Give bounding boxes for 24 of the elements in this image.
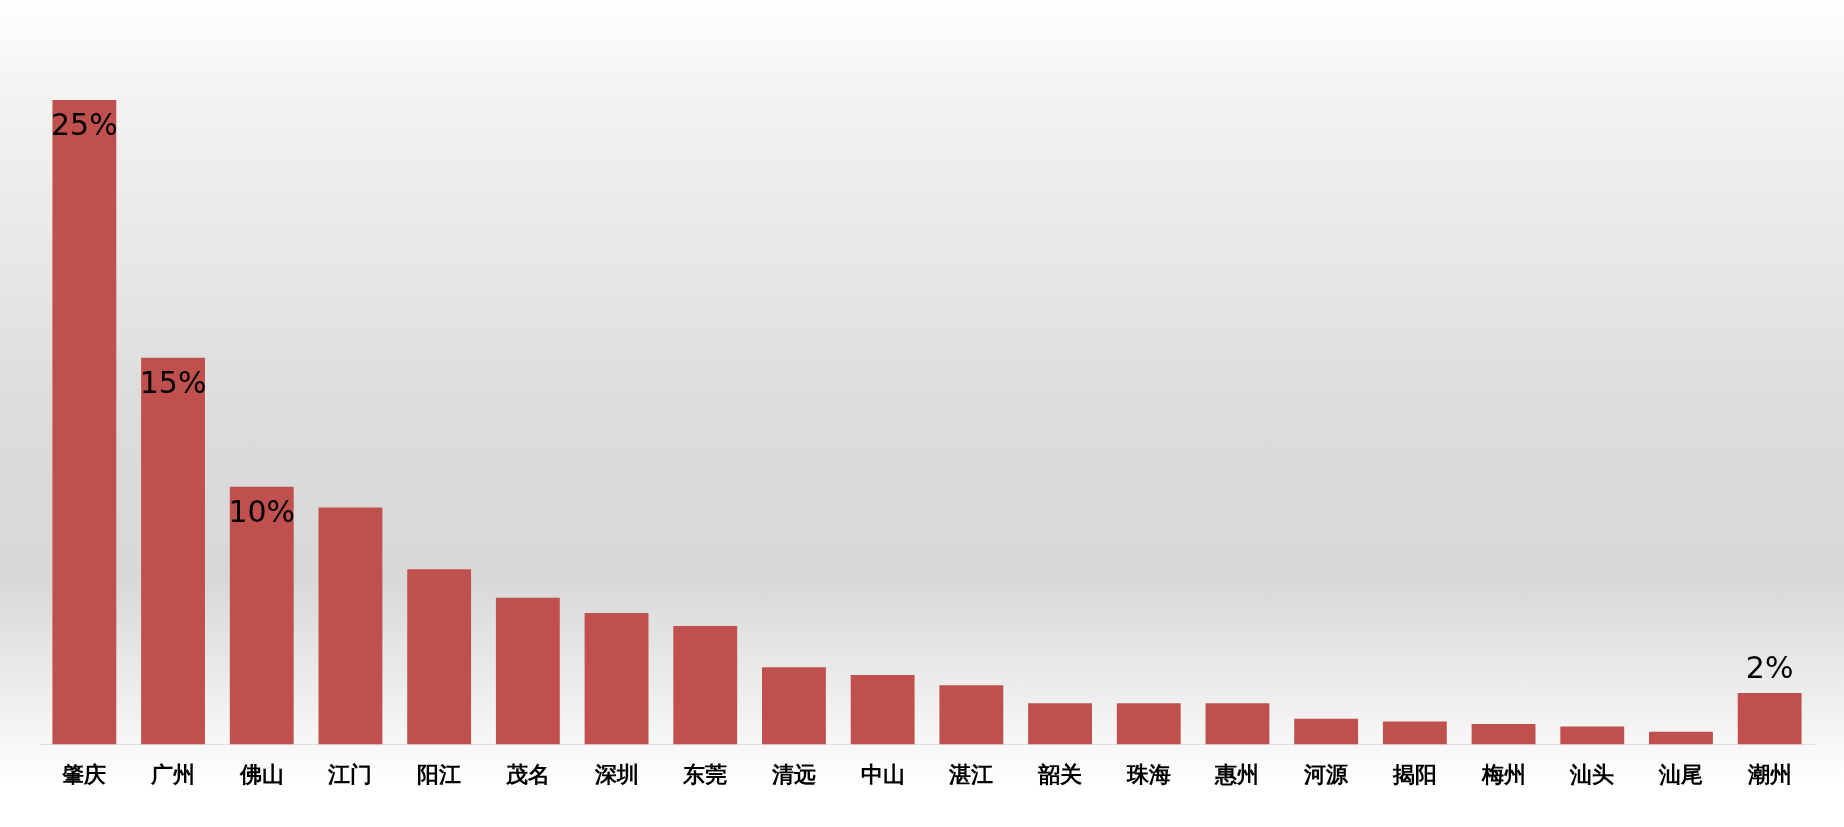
x-tick-label: 东莞 (682, 760, 728, 787)
x-tick-label: 惠州 (1214, 760, 1260, 787)
x-tick-label: 河源 (1303, 760, 1350, 787)
data-label: 25% (51, 106, 118, 142)
x-tick-label: 广州 (150, 760, 196, 787)
x-tick-label: 汕尾 (1657, 760, 1703, 787)
data-label: 2% (1745, 649, 1794, 685)
x-tick-label: 佛山 (238, 760, 284, 787)
x-tick-label: 揭阳 (1391, 760, 1437, 787)
x-tick-label: 江门 (327, 760, 373, 787)
x-tick-label: 汕头 (1569, 760, 1615, 787)
x-tick-label: 潮州 (1746, 760, 1792, 787)
x-tick-label: 中山 (860, 760, 905, 787)
x-tick-label: 深圳 (593, 760, 639, 787)
x-tick-label: 韶关 (1037, 760, 1083, 787)
x-tick-label: 肇庆 (61, 760, 107, 787)
x-tick-label: 清远 (770, 760, 816, 787)
x-tick-label: 珠海 (1125, 760, 1171, 787)
x-tick-label: 茂名 (504, 760, 550, 787)
x-tick-label: 梅州 (1480, 760, 1526, 787)
x-tick-label: 湛江 (948, 760, 994, 787)
data-label: 15% (139, 364, 207, 400)
x-tick-label: 阳江 (417, 760, 462, 787)
data-label: 10% (228, 493, 296, 529)
